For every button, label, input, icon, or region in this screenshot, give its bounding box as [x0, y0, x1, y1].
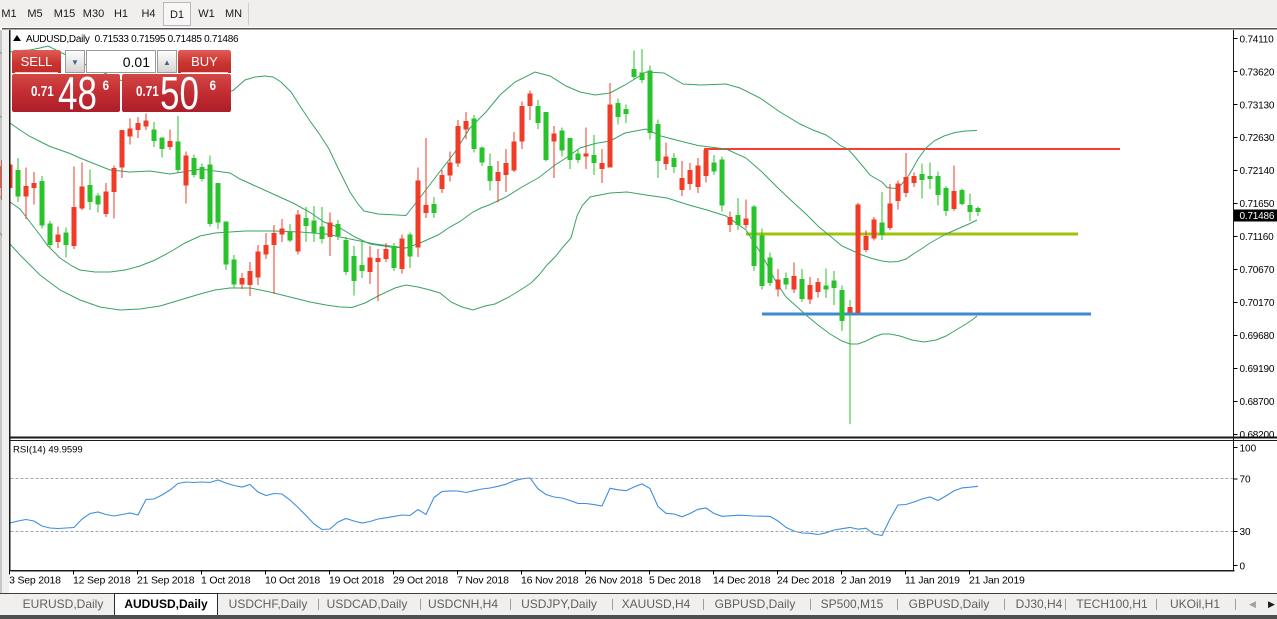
svg-text:0.71160: 0.71160: [1240, 232, 1275, 243]
svg-text:1 Oct 2018: 1 Oct 2018: [201, 575, 251, 587]
svg-text:12 Sep 2018: 12 Sep 2018: [73, 575, 131, 587]
svg-text:0.69190: 0.69190: [1240, 364, 1275, 375]
svg-text:7 Nov 2018: 7 Nov 2018: [457, 575, 509, 587]
svg-text:0.73130: 0.73130: [1240, 100, 1275, 111]
svg-text:0.72140: 0.72140: [1240, 166, 1275, 177]
svg-text:30: 30: [1240, 527, 1252, 538]
svg-text:0.70170: 0.70170: [1240, 298, 1275, 309]
svg-text:2 Jan 2019: 2 Jan 2019: [841, 575, 891, 587]
svg-text:0.70670: 0.70670: [1240, 265, 1275, 276]
svg-text:0: 0: [1240, 561, 1246, 572]
svg-text:21 Sep 2018: 21 Sep 2018: [137, 575, 195, 587]
svg-text:0.72630: 0.72630: [1240, 133, 1275, 144]
svg-text:RSI(14) 49.9599: RSI(14) 49.9599: [13, 445, 83, 456]
svg-text:0.71650: 0.71650: [1240, 199, 1275, 210]
svg-text:0.74110: 0.74110: [1240, 34, 1275, 45]
svg-text:70: 70: [1240, 475, 1252, 486]
svg-text:0.68200: 0.68200: [1240, 430, 1275, 441]
svg-text:24 Dec 2018: 24 Dec 2018: [777, 575, 835, 587]
svg-text:5 Dec 2018: 5 Dec 2018: [649, 575, 701, 587]
svg-text:0.69680: 0.69680: [1240, 331, 1275, 342]
svg-text:0.71486: 0.71486: [1240, 211, 1275, 222]
svg-text:100: 100: [1240, 443, 1257, 454]
svg-text:19 Oct 2018: 19 Oct 2018: [329, 575, 384, 587]
svg-text:26 Nov 2018: 26 Nov 2018: [585, 575, 643, 587]
svg-text:0.73620: 0.73620: [1240, 67, 1275, 78]
svg-text:3 Sep 2018: 3 Sep 2018: [9, 575, 61, 587]
svg-text:16 Nov 2018: 16 Nov 2018: [521, 575, 579, 587]
svg-text:10 Oct 2018: 10 Oct 2018: [265, 575, 320, 587]
svg-text:21 Jan 2019: 21 Jan 2019: [969, 575, 1025, 587]
svg-text:29 Oct 2018: 29 Oct 2018: [393, 575, 448, 587]
svg-text:11 Jan 2019: 11 Jan 2019: [905, 575, 960, 587]
svg-text:0.68700: 0.68700: [1240, 397, 1275, 408]
svg-text:14 Dec 2018: 14 Dec 2018: [713, 575, 771, 587]
